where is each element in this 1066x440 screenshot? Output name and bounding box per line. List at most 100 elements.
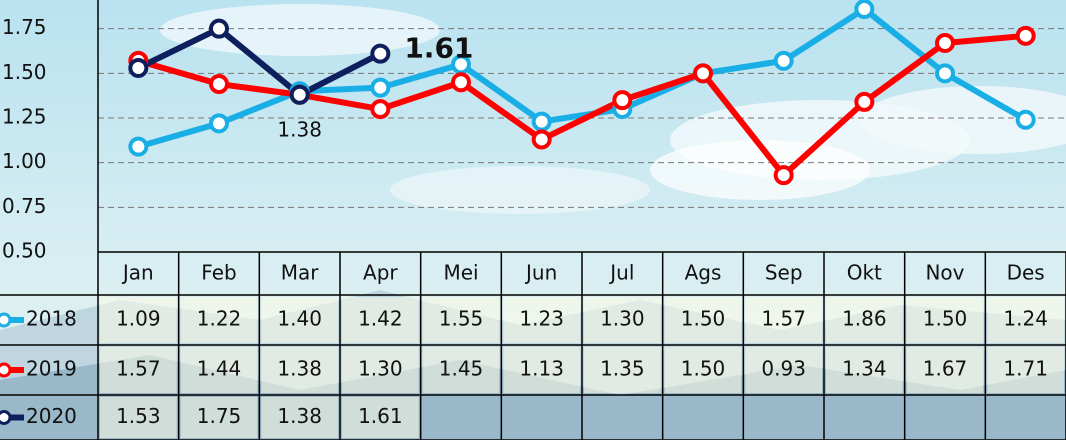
data-point	[773, 165, 794, 186]
x-tick-label: Jan	[121, 261, 154, 285]
table-value: 1.61	[358, 404, 403, 428]
y-tick-label: 1.50	[2, 60, 47, 84]
data-point	[693, 63, 713, 84]
table-cell	[261, 347, 338, 393]
legend-marker	[0, 362, 12, 378]
table-value: 1.22	[197, 307, 242, 331]
data-point	[370, 43, 391, 64]
table-cell	[180, 347, 258, 393]
table-value: 0.93	[761, 357, 806, 381]
y-tick-label: 1.25	[2, 105, 47, 129]
data-point	[531, 129, 552, 150]
x-tick-label: Apr	[363, 261, 398, 285]
y-tick-label: 1.75	[2, 15, 47, 39]
data-point	[209, 18, 229, 39]
table-cell	[422, 347, 500, 393]
table-value: 1.50	[681, 357, 726, 381]
table-value: 1.30	[358, 357, 403, 381]
table-value: 1.30	[600, 307, 645, 331]
table-cell	[584, 347, 661, 393]
table-value: 1.75	[197, 404, 242, 428]
table-cell	[503, 297, 580, 343]
table-cell	[826, 347, 903, 393]
data-point	[128, 57, 149, 78]
data-point	[773, 50, 794, 71]
table-cell	[906, 347, 984, 393]
table-cell	[745, 297, 822, 343]
annotation: 1.61	[404, 32, 473, 65]
data-point	[935, 63, 955, 84]
table-value: 1.44	[197, 357, 242, 381]
table-cell	[987, 297, 1064, 343]
table-value: 1.71	[1003, 357, 1048, 381]
x-tick-label: Jul	[608, 261, 634, 285]
data-point	[935, 32, 955, 53]
x-tick-label: Feb	[201, 261, 236, 285]
table-cell	[342, 397, 419, 438]
table-cell	[342, 347, 419, 393]
x-tick-label: Sep	[765, 261, 803, 285]
table-cell	[906, 297, 984, 343]
data-point	[1015, 109, 1036, 130]
x-tick-label: Okt	[847, 261, 882, 285]
data-point	[370, 77, 391, 98]
data-point	[209, 113, 229, 134]
legend-marker	[0, 410, 12, 425]
table-value: 1.86	[842, 307, 887, 331]
table-value: 1.09	[116, 307, 161, 331]
x-tick-label: Jun	[524, 261, 557, 285]
data-point	[209, 74, 229, 95]
table-value: 1.50	[681, 307, 726, 331]
table-cell	[745, 347, 822, 393]
table-value: 1.50	[923, 307, 968, 331]
table-cell	[342, 297, 419, 343]
table-cell	[180, 397, 258, 438]
table-cell	[100, 397, 177, 438]
table-cell	[664, 297, 742, 343]
table-cells	[100, 297, 1064, 438]
table-cell	[826, 297, 903, 343]
table-value: 1.57	[116, 357, 161, 381]
table-cell	[664, 347, 742, 393]
series-line	[137, 25, 382, 98]
table-value: 1.23	[519, 307, 564, 331]
data-point	[128, 136, 149, 157]
table-value: 1.13	[519, 357, 564, 381]
x-tick-label: Ags	[685, 261, 722, 285]
table-cell	[100, 347, 177, 393]
annotation: 1.38	[277, 118, 322, 142]
table-cell	[261, 397, 338, 438]
table-cell	[503, 347, 580, 393]
y-tick-label: 0.50	[2, 239, 47, 263]
data-point	[451, 72, 471, 93]
series-line	[137, 32, 1026, 179]
legend-marker	[0, 312, 12, 328]
table-value: 1.35	[600, 357, 645, 381]
table-value: 1.34	[842, 357, 887, 381]
table-value: 1.42	[358, 307, 403, 331]
data-point	[612, 90, 633, 111]
x-tick-label: Des	[1007, 261, 1045, 285]
legend-label: 2020	[26, 404, 77, 428]
x-tick-label: Mar	[281, 261, 320, 285]
data-point	[854, 91, 875, 112]
x-tick-label: Mei	[443, 261, 478, 285]
table-cell	[180, 297, 258, 343]
table-cell	[100, 297, 177, 343]
table-value: 1.53	[116, 404, 161, 428]
data-point	[531, 111, 552, 132]
table-value: 1.55	[439, 307, 484, 331]
plot	[128, 0, 1036, 186]
y-tick-label: 0.75	[2, 194, 47, 218]
x-tick-label: Nov	[925, 261, 964, 285]
legend-label: 2019	[26, 357, 77, 381]
table-value: 1.24	[1003, 307, 1048, 331]
table-cell	[987, 347, 1064, 393]
table-cell	[422, 297, 500, 343]
data-point	[854, 0, 875, 20]
table-cell	[584, 297, 661, 343]
data-point	[289, 84, 310, 105]
table-cell	[261, 297, 338, 343]
